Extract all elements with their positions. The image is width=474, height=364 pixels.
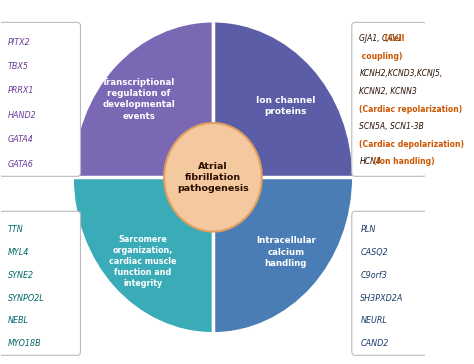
Text: coupling): coupling) bbox=[359, 52, 403, 61]
Text: PRRX1: PRRX1 bbox=[8, 86, 35, 95]
Text: HCN4: HCN4 bbox=[359, 158, 381, 166]
Text: SYNE2: SYNE2 bbox=[8, 271, 34, 280]
Text: PLN: PLN bbox=[360, 225, 376, 234]
Text: TTN: TTN bbox=[8, 225, 24, 234]
Wedge shape bbox=[213, 21, 353, 177]
Text: CASQ2: CASQ2 bbox=[360, 248, 388, 257]
Text: HAND2: HAND2 bbox=[8, 111, 36, 120]
Text: (Cell: (Cell bbox=[382, 34, 404, 43]
Wedge shape bbox=[213, 177, 353, 333]
Wedge shape bbox=[73, 177, 213, 333]
FancyBboxPatch shape bbox=[352, 23, 427, 176]
Text: CAND2: CAND2 bbox=[360, 339, 389, 348]
Text: Sarcomere
organization,
cardiac muscle
function and
integrity: Sarcomere organization, cardiac muscle f… bbox=[109, 235, 177, 288]
Text: SYNPO2L: SYNPO2L bbox=[8, 293, 45, 302]
Text: NEURL: NEURL bbox=[360, 316, 387, 325]
Text: (Ion handling): (Ion handling) bbox=[368, 158, 435, 166]
Text: GJA1, CAV1: GJA1, CAV1 bbox=[359, 34, 403, 43]
Text: Ion channel
proteins: Ion channel proteins bbox=[256, 95, 316, 116]
Text: NEBL: NEBL bbox=[8, 316, 29, 325]
Wedge shape bbox=[73, 21, 213, 177]
FancyBboxPatch shape bbox=[0, 211, 81, 355]
Text: SCN5A, SCN1-3B: SCN5A, SCN1-3B bbox=[359, 122, 424, 131]
Text: KCNN2, KCNN3: KCNN2, KCNN3 bbox=[359, 87, 417, 96]
Text: PITX2: PITX2 bbox=[8, 37, 31, 47]
Text: MYO18B: MYO18B bbox=[8, 339, 42, 348]
Text: Intracellular
calcium
handling: Intracellular calcium handling bbox=[256, 237, 316, 268]
Text: Atrial
fibrillation
pathogenesis: Atrial fibrillation pathogenesis bbox=[177, 162, 249, 193]
Text: C9orf3: C9orf3 bbox=[360, 271, 387, 280]
Text: GATA6: GATA6 bbox=[8, 159, 34, 169]
Text: GATA4: GATA4 bbox=[8, 135, 34, 144]
Text: (Cardiac depolarization): (Cardiac depolarization) bbox=[359, 140, 465, 149]
FancyBboxPatch shape bbox=[352, 211, 433, 355]
Text: TBX5: TBX5 bbox=[8, 62, 29, 71]
Text: SH3PXD2A: SH3PXD2A bbox=[360, 293, 404, 302]
Text: (Cardiac repolarization): (Cardiac repolarization) bbox=[359, 104, 463, 114]
Text: MYL4: MYL4 bbox=[8, 248, 29, 257]
Circle shape bbox=[164, 123, 262, 232]
Text: Transcriptional
regulation of
developmental
events: Transcriptional regulation of developmen… bbox=[102, 78, 175, 120]
Text: KCNH2,KCND3,KCNJ5,: KCNH2,KCND3,KCNJ5, bbox=[359, 69, 443, 78]
FancyBboxPatch shape bbox=[0, 23, 81, 176]
